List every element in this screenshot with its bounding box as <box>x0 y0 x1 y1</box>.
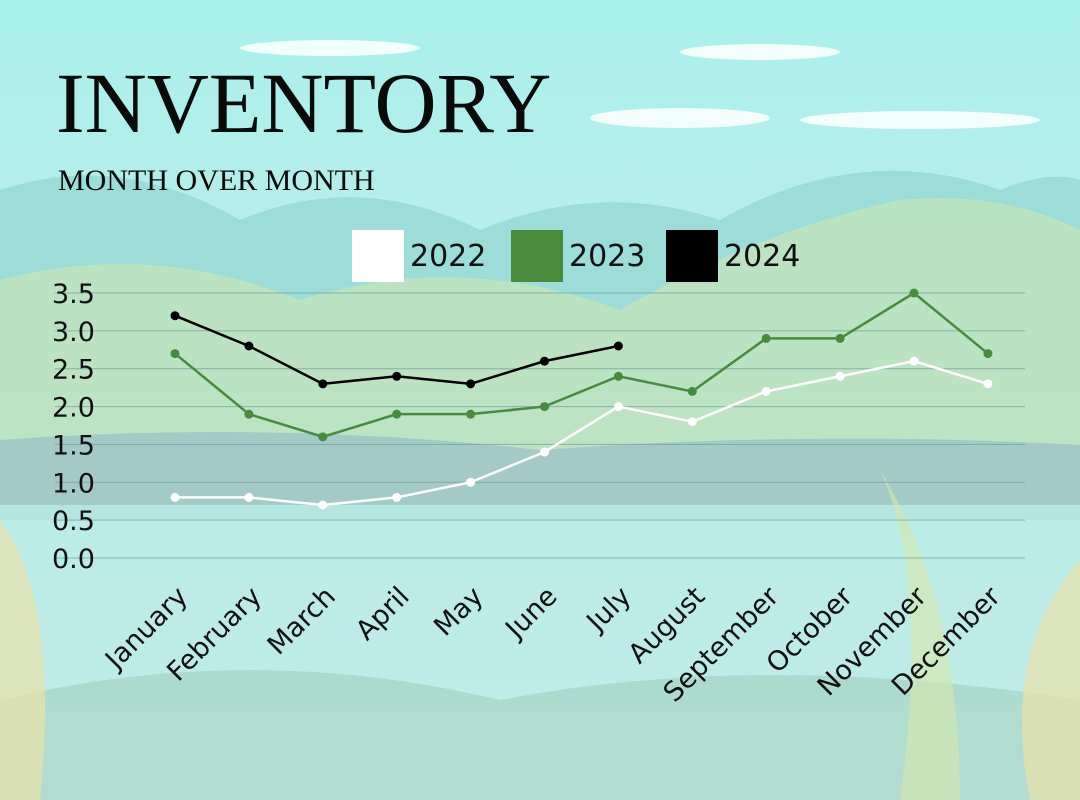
data-point <box>466 409 476 419</box>
chart-subtitle: MONTH OVER MONTH <box>58 164 375 197</box>
legend-label: 2022 <box>410 239 486 274</box>
data-point <box>983 379 993 389</box>
data-point <box>244 409 254 419</box>
legend-swatch <box>511 230 563 282</box>
data-point <box>392 371 402 381</box>
data-point <box>244 492 254 502</box>
data-point <box>170 492 180 502</box>
data-point <box>835 371 845 381</box>
data-point <box>318 432 328 442</box>
data-point <box>170 311 180 321</box>
data-point <box>761 386 771 396</box>
data-point <box>613 341 623 351</box>
data-point <box>687 386 697 396</box>
y-tick-label: 0.5 <box>52 506 95 537</box>
series-line <box>174 291 989 439</box>
data-point <box>613 402 623 412</box>
data-point <box>909 288 919 298</box>
series-line <box>175 359 989 507</box>
data-point <box>761 333 771 343</box>
data-point <box>540 356 549 366</box>
legend-swatch <box>666 230 718 282</box>
data-point <box>466 477 476 487</box>
y-tick-label: 2.0 <box>52 393 95 424</box>
y-tick-label: 3.5 <box>52 279 95 310</box>
data-point <box>170 349 180 359</box>
data-point <box>687 417 697 427</box>
data-point <box>392 409 402 419</box>
data-point <box>392 492 402 502</box>
legend-label: 2023 <box>569 239 645 274</box>
data-point <box>983 349 993 359</box>
data-point <box>909 356 919 366</box>
data-point <box>318 500 328 510</box>
y-tick-label: 1.5 <box>52 430 95 461</box>
y-tick-label: 0.0 <box>52 544 95 575</box>
chart-title: INVENTORY <box>56 55 551 151</box>
legend-label: 2024 <box>724 239 800 274</box>
data-point <box>318 379 328 389</box>
data-point <box>540 447 549 457</box>
data-point <box>466 379 476 389</box>
y-tick-label: 3.0 <box>52 317 95 348</box>
legend-swatch <box>352 230 404 282</box>
data-point <box>613 371 623 381</box>
y-tick-label: 2.5 <box>52 355 95 386</box>
data-point <box>540 402 549 412</box>
data-point <box>835 333 845 343</box>
y-tick-label: 1.0 <box>52 468 95 499</box>
data-point <box>244 341 254 351</box>
